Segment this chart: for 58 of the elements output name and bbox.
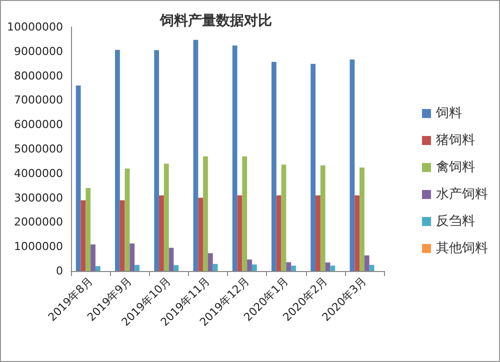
y-tick-label: 7000000 bbox=[14, 94, 63, 107]
y-tick-label: 9000000 bbox=[14, 44, 63, 58]
bar bbox=[124, 168, 130, 271]
bar bbox=[291, 266, 296, 271]
bar bbox=[193, 40, 198, 271]
bar bbox=[203, 156, 208, 271]
bar bbox=[95, 266, 100, 271]
bar bbox=[242, 156, 248, 271]
y-tick-label: 0 bbox=[56, 264, 63, 278]
bar bbox=[247, 260, 252, 271]
y-tick-label: 6000000 bbox=[14, 118, 63, 132]
bar bbox=[354, 195, 360, 271]
bar bbox=[90, 244, 96, 271]
bar bbox=[272, 62, 276, 271]
bar bbox=[120, 200, 125, 271]
bar bbox=[134, 264, 140, 271]
bar bbox=[369, 264, 374, 271]
legend-label: 猪饲料 bbox=[436, 133, 475, 148]
y-tick-label: 1000000 bbox=[14, 240, 63, 254]
y-tick-label: 8000000 bbox=[14, 69, 63, 82]
bar bbox=[208, 253, 213, 271]
bar bbox=[198, 198, 204, 271]
bar bbox=[86, 188, 91, 271]
y-tick-label: 2000000 bbox=[14, 216, 63, 229]
bar bbox=[330, 266, 336, 271]
bar bbox=[360, 168, 364, 271]
bar bbox=[212, 264, 218, 271]
y-tick-label: 5000000 bbox=[14, 142, 63, 156]
bar bbox=[76, 86, 81, 271]
bar bbox=[159, 195, 164, 271]
bar bbox=[350, 59, 355, 271]
bar bbox=[316, 195, 320, 271]
bar bbox=[154, 50, 160, 271]
bar bbox=[168, 248, 174, 271]
bar bbox=[281, 164, 286, 271]
bar bbox=[115, 50, 120, 271]
bar bbox=[310, 64, 316, 271]
bar bbox=[320, 165, 326, 271]
bar bbox=[164, 164, 169, 271]
bar bbox=[232, 46, 238, 271]
bar bbox=[252, 264, 257, 271]
bar bbox=[237, 195, 242, 271]
bar bbox=[325, 262, 330, 271]
y-tick-label: 10000000 bbox=[7, 20, 63, 34]
bar bbox=[276, 195, 282, 271]
legend-label: 饲料 bbox=[435, 106, 462, 121]
legend-label: 禽饲料 bbox=[436, 160, 475, 175]
bar bbox=[80, 200, 86, 271]
bar bbox=[130, 243, 135, 271]
legend-label: 反刍料 bbox=[436, 214, 475, 229]
bar bbox=[364, 255, 370, 271]
legend-label: 其他饲料 bbox=[436, 241, 488, 256]
bar bbox=[286, 262, 292, 271]
chart-title: 饲料产量数据对比 bbox=[159, 12, 272, 29]
y-tick-label: 4000000 bbox=[14, 166, 63, 180]
bar bbox=[174, 265, 179, 271]
y-tick-label: 3000000 bbox=[14, 191, 63, 204]
legend-label: 水产饲料 bbox=[436, 187, 488, 202]
